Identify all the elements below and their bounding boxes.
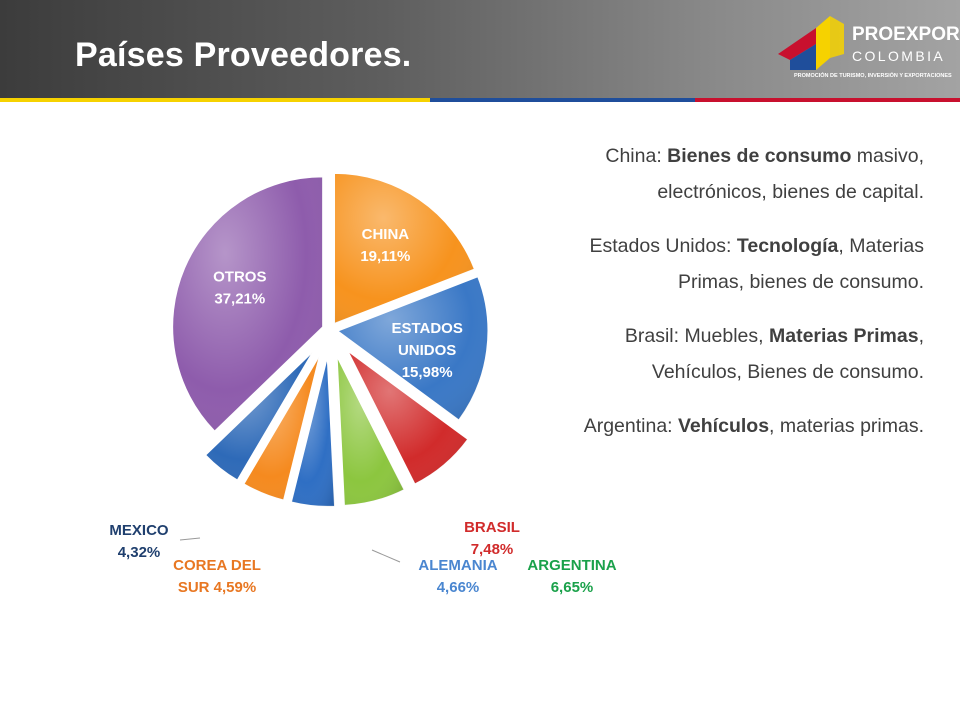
- note-text: , Materias Primas, bienes de consumo.: [677, 235, 924, 293]
- pie-slice-shade: [291, 357, 335, 507]
- supplier-pie-chart: CHINA 19,11% ESTADOS UNIDOS 15,98% BRASIL 7,48…: [109, 172, 617, 596]
- slice-label-line: 7,48%: [471, 541, 514, 558]
- slice-label-line: SUR 4,59%: [178, 579, 256, 596]
- supplier-notes: China: Bienes de consumo masivo, electró…: [540, 138, 924, 462]
- slice-label-line: 19,11%: [360, 248, 410, 265]
- logo-tagline: PROMOCIÓN DE TURISMO, INVERSIÓN Y EXPORT…: [794, 73, 952, 79]
- slice-label-line: 4,32%: [118, 544, 161, 561]
- slice-label-line: 15,98%: [402, 364, 453, 381]
- pie-slice-shade: [205, 351, 313, 480]
- slice-label-line: 37,21%: [214, 291, 265, 308]
- color-stripe: [0, 98, 960, 102]
- slice-label-corea-del-sur: COREA DEL SUR 4,59%: [173, 557, 261, 596]
- slice-label-estados-unidos: ESTADOS UNIDOS 15,98%: [391, 320, 462, 381]
- logo-name: PROEXPORT: [852, 24, 960, 45]
- note-text: , Vehículos, Bienes de consumo.: [651, 325, 924, 383]
- slice-label-line: 6,65%: [551, 579, 594, 596]
- slice-label-china: CHINA 19,11%: [360, 226, 410, 265]
- pie-slice-shade: [244, 355, 320, 501]
- stripe-blue: [430, 98, 695, 102]
- pie-slice-shade: [348, 351, 468, 484]
- supplier-note: Estados Unidos: Tecnología, Materias Pri…: [540, 228, 924, 300]
- note-emphasis: Bienes de consumo: [667, 145, 852, 167]
- slice-label-line: MEXICO: [109, 522, 169, 539]
- slice-label-line: CHINA: [362, 226, 410, 243]
- note-text: , materias primas.: [769, 415, 924, 437]
- page-title: Países Proveedores.: [75, 36, 412, 74]
- leader-line: [179, 537, 201, 541]
- logo-country: COLOMBIA: [852, 48, 946, 64]
- slice-label-argentina: ARGENTINA 6,65%: [527, 557, 616, 596]
- slice-label-line: COREA DEL: [173, 557, 261, 574]
- supplier-note: Argentina: Vehículos, materias primas.: [540, 408, 924, 444]
- slice-label-line: ALEMANIA: [418, 557, 497, 574]
- slice-label-otros: OTROS 37,21%: [213, 269, 266, 308]
- slice-label-line: 4,66%: [437, 579, 480, 596]
- note-emphasis: Materias Primas: [768, 325, 919, 347]
- note-text: Estados Unidos:: [589, 235, 737, 257]
- note-text: Brasil: Muebles,: [624, 325, 769, 347]
- slice-label-line: OTROS: [213, 269, 266, 286]
- stripe-yellow: [0, 98, 430, 102]
- note-text: China:: [605, 145, 668, 167]
- slice-label-line: ESTADOS: [391, 320, 462, 337]
- note-emphasis: Vehículos: [678, 415, 770, 437]
- supplier-note: China: Bienes de consumo masivo, electró…: [540, 138, 924, 210]
- pie-slice-shade: [172, 176, 323, 431]
- pie-slice-shade: [334, 173, 475, 324]
- stripe-red: [695, 98, 960, 102]
- slice-label-mexico: MEXICO 4,32%: [109, 522, 169, 561]
- slide-header: Países Proveedores. PROEXPORT COLOMBIA P…: [0, 0, 960, 98]
- note-text: masivo, electrónicos, bienes de capital.: [657, 145, 924, 203]
- slice-label-line: ARGENTINA: [527, 557, 616, 574]
- slice-label-alemania: ALEMANIA 4,66%: [418, 557, 497, 596]
- supplier-note: Brasil: Muebles, Materias Primas, Vehícu…: [540, 318, 924, 390]
- note-text: Argentina:: [583, 415, 678, 437]
- leader-line: [371, 549, 401, 563]
- slice-label-line: UNIDOS: [398, 342, 456, 359]
- pie-slice-shade: [337, 276, 488, 420]
- pie-slice-shade: [337, 357, 404, 506]
- slice-label-brasil: BRASIL 7,48%: [464, 519, 520, 558]
- slice-label-line: BRASIL: [464, 519, 520, 536]
- proexport-logo: PROEXPORT COLOMBIA PROMOCIÓN DE TURISMO,…: [772, 14, 960, 86]
- logo-mark-icon: [778, 16, 844, 70]
- note-emphasis: Tecnología: [736, 235, 839, 257]
